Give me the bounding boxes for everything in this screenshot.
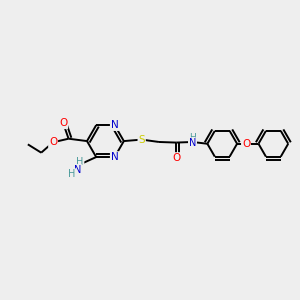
Text: H: H: [76, 157, 83, 167]
Text: N: N: [189, 138, 196, 148]
Text: N: N: [74, 165, 81, 175]
Text: O: O: [59, 118, 67, 128]
Text: O: O: [242, 139, 250, 149]
Text: N: N: [111, 152, 119, 162]
Text: N: N: [111, 120, 119, 130]
Text: O: O: [49, 137, 57, 147]
Text: H: H: [68, 169, 75, 179]
Text: S: S: [138, 135, 145, 145]
Text: O: O: [172, 153, 180, 163]
Text: H: H: [189, 133, 196, 142]
